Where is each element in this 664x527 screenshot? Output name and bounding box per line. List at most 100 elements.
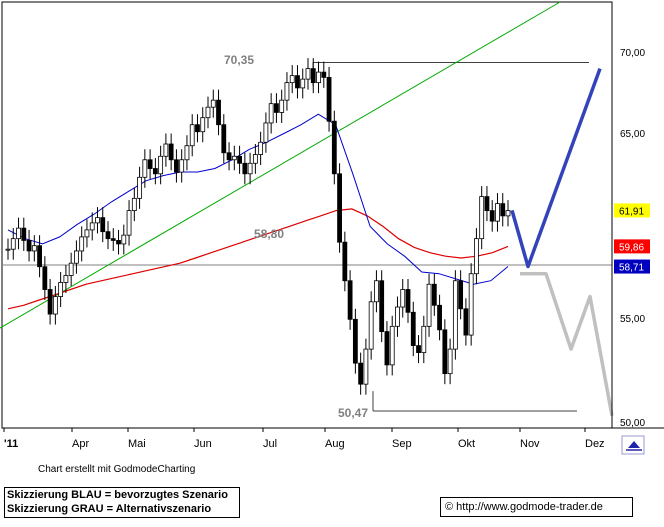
- candle-body: [484, 196, 490, 212]
- candle-body: [384, 331, 390, 366]
- candle-body: [68, 262, 74, 276]
- candle-body: [310, 68, 316, 84]
- website-link[interactable]: © http://www.godmode-trader.de: [440, 497, 633, 517]
- x-tick-label: Sep: [392, 438, 412, 450]
- x-tick-label: Jul: [263, 438, 277, 450]
- high-annotation: 70,35: [224, 53, 254, 67]
- candle-body: [305, 68, 311, 80]
- chart-credit: Chart erstellt mit GodmodeCharting: [38, 464, 196, 475]
- candle-body: [184, 145, 190, 161]
- candle-body: [110, 238, 116, 241]
- candle-body: [179, 159, 185, 173]
- y-axis: 70,00 65,00 55,00 50,00 61,91 59,86 58,71: [611, 2, 650, 429]
- candle-body: [168, 143, 174, 161]
- candle-body: [47, 289, 53, 315]
- candle-body: [200, 117, 206, 133]
- candle-body: [74, 250, 79, 264]
- plot-area: 70,35 58,80 50,47: [0, 1, 614, 429]
- candle-body: [352, 318, 358, 364]
- candle-body: [37, 245, 42, 268]
- candle-body: [100, 217, 106, 233]
- candle-body: [152, 168, 158, 175]
- x-tick-label: Okt: [458, 438, 475, 450]
- candle-body: [321, 71, 327, 78]
- candle-body: [163, 143, 169, 157]
- candle-body: [410, 311, 416, 347]
- legend-grey-scenario: Skizzierung GRAU = Alternativszenario: [7, 503, 212, 515]
- candle-body: [142, 159, 148, 178]
- candle-body: [79, 236, 85, 252]
- candle-body: [368, 301, 374, 350]
- candle-body: [21, 227, 27, 241]
- candle-body: [431, 283, 437, 306]
- candle-body: [237, 155, 242, 164]
- candle-body: [10, 238, 16, 250]
- grey-scenario-path: [520, 271, 614, 417]
- candle-body: [458, 280, 464, 310]
- candle-body: [279, 99, 285, 113]
- price-tag-label: 61,91: [619, 206, 644, 217]
- candle-body: [400, 289, 406, 308]
- candle-body: [210, 99, 216, 108]
- candle-body: [374, 280, 379, 303]
- candle-body: [216, 99, 221, 126]
- candle-body: [42, 266, 48, 290]
- candle-body: [389, 325, 395, 366]
- candle-body: [95, 217, 100, 224]
- candle-body: [358, 362, 364, 385]
- candle-body: [452, 280, 458, 350]
- candle-body: [463, 308, 469, 336]
- candle-body: [337, 173, 342, 243]
- candle-body: [84, 229, 90, 238]
- candle-body: [479, 196, 485, 240]
- candle-body: [331, 120, 337, 175]
- y-tick-label: 50,00: [620, 418, 645, 429]
- candle-body: [379, 280, 385, 332]
- price-tag: [614, 259, 650, 274]
- candle-body: [147, 159, 153, 169]
- candle-body: [231, 155, 237, 161]
- candle-body: [58, 282, 64, 297]
- candle-body: [316, 71, 321, 84]
- price-tag: [614, 239, 650, 254]
- candle-body: [16, 227, 21, 240]
- candle-body: [447, 348, 453, 375]
- candle-body: [416, 345, 421, 354]
- chart-settings-icon[interactable]: [621, 435, 645, 455]
- y-tick-label: 55,00: [620, 314, 645, 325]
- candle-body: [363, 348, 369, 385]
- candle-body: [116, 240, 121, 245]
- legend-blue-scenario: Skizzierung BLAU = bevorzugtes Szenario: [7, 489, 228, 501]
- candle-body: [126, 210, 132, 236]
- support-annotation: 58,80: [254, 227, 284, 241]
- scenario-legend: Skizzierung BLAU = bevorzugtes Szenario …: [4, 487, 240, 518]
- ma-blue-line: [7, 113, 509, 285]
- candle-body: [205, 106, 211, 119]
- candle-body: [195, 124, 200, 133]
- candle-body: [252, 154, 258, 164]
- candle-body: [247, 162, 253, 175]
- x-axis: '11 Apr Mai Jun Jul Aug Sep Okt Nov Dez: [2, 427, 664, 455]
- candle-body: [174, 159, 179, 173]
- candle-body: [489, 210, 495, 222]
- trend-line: [0, 1, 561, 329]
- candle-body: [121, 234, 127, 245]
- candle-body: [189, 124, 195, 147]
- candle-body: [137, 176, 142, 199]
- candle-body: [26, 240, 32, 252]
- candle-body: [221, 124, 227, 154]
- x-tick-label: '11: [4, 438, 18, 450]
- x-tick-label: Dez: [585, 438, 605, 450]
- x-tick-label: Mai: [128, 438, 146, 450]
- candle-body: [263, 122, 269, 143]
- candle-body: [500, 203, 506, 217]
- x-tick-label: Nov: [520, 438, 540, 450]
- candle-body: [295, 75, 300, 89]
- candle-body: [505, 210, 511, 217]
- low-annotation: 50,47: [338, 406, 368, 420]
- candle-body: [421, 325, 427, 354]
- candle-body: [474, 238, 479, 275]
- blue-scenario-path: [510, 68, 602, 269]
- candle-body: [289, 75, 295, 84]
